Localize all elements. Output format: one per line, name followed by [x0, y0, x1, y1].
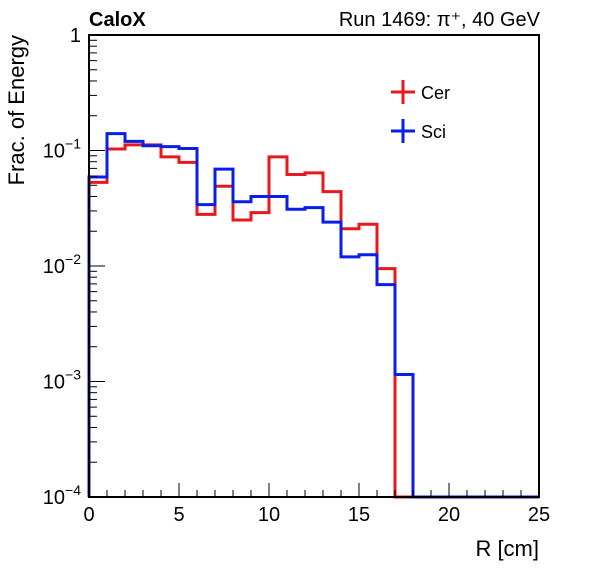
- legend: Cer Sci: [391, 80, 450, 143]
- x-axis-label: R [cm]: [475, 536, 539, 561]
- legend-label: Sci: [421, 122, 446, 142]
- x-tick-label: 5: [173, 504, 184, 526]
- y-tick-label: 10−1: [43, 136, 81, 163]
- x-tick-label: 20: [438, 504, 460, 526]
- legend-entry-sci: Sci: [391, 119, 446, 143]
- y-axis-label: Frac. of Energy: [4, 35, 29, 185]
- axes-layer: 0 5 10 15 20 25 1 10−1 10−2 10−3 10−4: [43, 25, 550, 526]
- legend-entry-cer: Cer: [391, 80, 450, 104]
- series-sci-line: [87, 132, 539, 499]
- y-tick-label: 1: [70, 25, 81, 47]
- y-tick-label: 10−2: [43, 251, 81, 278]
- chart-title-right: Run 1469: π⁺, 40 GeV: [339, 9, 541, 31]
- y-tick-label: 10−4: [43, 482, 81, 509]
- x-tick-label: 10: [258, 504, 280, 526]
- chart-title-left: CaloX: [89, 9, 146, 31]
- x-tick-label: 0: [83, 504, 94, 526]
- x-tick-label: 25: [528, 504, 550, 526]
- y-tick-label: 10−3: [43, 367, 81, 394]
- legend-label: Cer: [421, 83, 450, 103]
- x-tick-label: 15: [348, 504, 370, 526]
